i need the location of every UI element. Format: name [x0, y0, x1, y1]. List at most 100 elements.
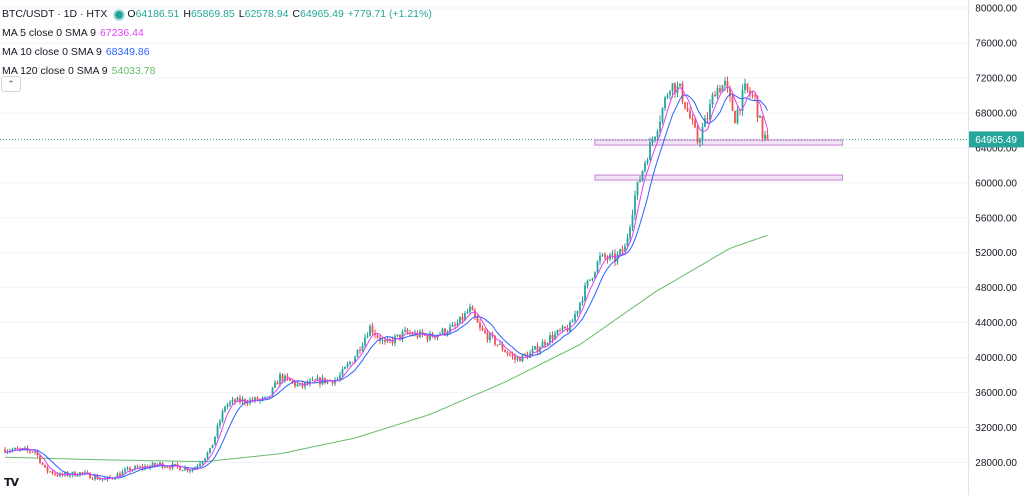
candle-body — [509, 353, 511, 355]
close-value: 64965.49 — [300, 8, 344, 20]
candle-body — [276, 382, 279, 385]
last-price-label: 64965.49 — [975, 135, 1017, 146]
candle-body — [654, 136, 656, 140]
candle-body — [704, 118, 706, 128]
candle-body — [14, 448, 16, 450]
candle-body — [479, 322, 481, 328]
candle-body — [166, 466, 169, 468]
candle-body — [511, 354, 514, 357]
candle-body — [381, 340, 384, 342]
candle-body — [54, 473, 56, 475]
ma5-value: 67236.44 — [99, 27, 144, 39]
y-tick-label: 32000.00 — [975, 423, 1017, 434]
candle-body — [664, 97, 666, 109]
candle-body — [684, 102, 686, 109]
candle-body — [496, 344, 499, 346]
candle-body — [311, 379, 314, 381]
candle-body — [624, 246, 626, 252]
price-axis[interactable]: 80000.00 76000.00 72000.00 68000.00 64000.00… — [968, 0, 1024, 495]
legend-ma5-row[interactable]: MA 5 close 0 SMA 9 67236.44 — [2, 24, 436, 43]
candle-body — [426, 335, 429, 340]
support-resistance-zones[interactable] — [594, 139, 844, 181]
candle-body — [134, 466, 136, 470]
candle-body — [29, 450, 31, 452]
candle-body — [694, 120, 696, 128]
candle-body — [754, 95, 756, 97]
candle-body — [136, 466, 139, 468]
candle-body — [199, 463, 201, 466]
candle-body — [416, 332, 419, 338]
candle-body — [271, 387, 274, 396]
candle-body — [556, 330, 559, 334]
candle-body — [49, 471, 51, 473]
candle-body — [336, 379, 339, 381]
y-tick-label: 48000.00 — [975, 283, 1017, 294]
candle-body — [234, 399, 236, 402]
candle-body — [206, 452, 209, 459]
tradingview-logo[interactable]: TV — [4, 476, 19, 489]
candle-body — [239, 397, 241, 403]
symbol-label[interactable]: BTC/USDT · 1D · HTX — [2, 8, 108, 20]
candle-body — [201, 461, 204, 464]
lower-zone — [594, 174, 844, 181]
candle-body — [571, 320, 574, 323]
candle-body — [536, 346, 539, 352]
candle-body — [179, 466, 181, 471]
candle-body — [236, 397, 239, 402]
candle-body — [691, 118, 694, 121]
candle-body — [184, 467, 186, 471]
candle-body — [476, 317, 479, 323]
candle-body — [56, 474, 59, 477]
candle-body — [91, 478, 94, 480]
candle-body — [744, 83, 746, 91]
legend-ma10-row[interactable]: MA 10 close 0 SMA 9 68349.86 — [2, 43, 436, 62]
candle-body — [231, 399, 234, 403]
candle-body — [764, 134, 766, 139]
candle-body — [339, 375, 341, 380]
y-tick-label: 60000.00 — [975, 178, 1017, 189]
candle-body — [191, 469, 194, 471]
high-value: 65869.85 — [190, 8, 235, 20]
candle-body — [639, 180, 641, 182]
candle-body — [361, 345, 364, 351]
candle-body — [551, 335, 554, 340]
candle-body — [189, 470, 191, 472]
candle-body — [461, 316, 464, 321]
candle-body — [724, 80, 726, 86]
candle-body — [674, 83, 676, 94]
candlestick-series — [4, 76, 769, 482]
candle-body — [699, 139, 701, 143]
candle-body — [396, 334, 399, 337]
candle-body — [196, 465, 199, 468]
candle-body — [316, 377, 319, 381]
candle-body — [264, 396, 266, 398]
candle-body — [116, 473, 119, 479]
legend-ma120-row[interactable]: MA 120 close 0 SMA 9 54033.78 — [2, 62, 436, 81]
candle-body — [194, 467, 196, 470]
candle-body — [439, 333, 441, 335]
candle-body — [444, 328, 446, 335]
candle-body — [124, 469, 126, 472]
candle-body — [386, 338, 389, 342]
candle-body — [294, 381, 296, 386]
candle-body — [376, 335, 379, 338]
candle-body — [701, 127, 704, 140]
candle-body — [119, 473, 121, 476]
chevron-up-icon[interactable]: ⌃ — [1, 76, 21, 92]
candle-body — [656, 130, 659, 137]
change-value: +779.71 (+1.21%) — [347, 8, 432, 20]
candle-body — [611, 253, 614, 255]
candle-body — [584, 285, 586, 301]
candle-body — [169, 466, 171, 469]
candle-body — [99, 479, 101, 481]
candle-body — [129, 467, 131, 471]
candle-body — [164, 466, 166, 468]
candle-body — [579, 302, 581, 311]
candle-body — [666, 95, 669, 98]
candle-body — [651, 139, 654, 143]
open-label: O — [127, 8, 136, 20]
candle-body — [401, 331, 404, 339]
candle-body — [726, 80, 729, 88]
candle-body — [356, 349, 359, 358]
